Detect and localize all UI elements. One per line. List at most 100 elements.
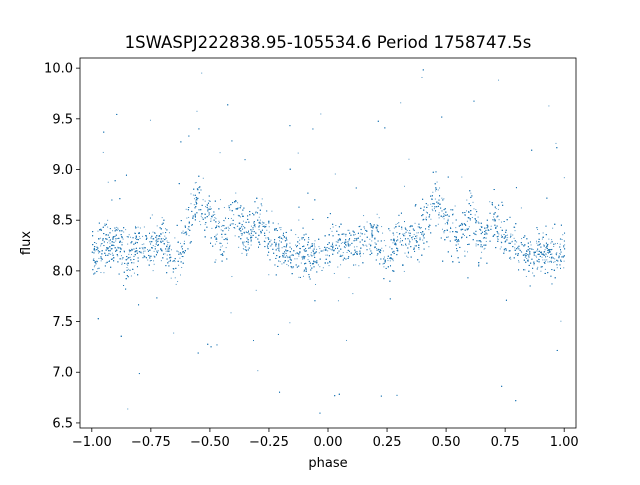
scatter-point	[532, 272, 534, 274]
scatter-point	[210, 218, 212, 220]
scatter-point	[475, 234, 477, 236]
scatter-point	[294, 258, 296, 260]
scatter-point	[513, 237, 515, 239]
scatter-point	[376, 224, 378, 226]
scatter-point	[279, 237, 281, 239]
scatter-point	[156, 225, 158, 227]
scatter-point	[472, 201, 474, 203]
scatter-point	[392, 260, 394, 262]
scatter-point	[268, 242, 270, 244]
scatter-point	[408, 239, 410, 241]
scatter-point	[406, 255, 408, 257]
scatter-point	[170, 277, 172, 279]
scatter-point	[140, 252, 142, 254]
scatter-point	[291, 253, 293, 255]
scatter-point	[444, 223, 446, 225]
scatter-point	[560, 320, 562, 322]
scatter-point	[348, 277, 350, 279]
scatter-point	[180, 242, 182, 244]
scatter-point	[159, 235, 161, 237]
scatter-point	[254, 226, 256, 228]
scatter-point	[161, 217, 163, 219]
scatter-point	[310, 265, 311, 267]
scatter-point	[102, 151, 104, 153]
scatter-point	[337, 266, 339, 268]
scatter-point	[441, 197, 443, 199]
scatter-point	[393, 227, 395, 229]
scatter-point	[335, 224, 337, 226]
scatter-point	[267, 254, 269, 256]
scatter-point	[484, 247, 486, 249]
scatter-point	[114, 235, 116, 237]
scatter-point	[193, 204, 195, 206]
scatter-point	[398, 233, 400, 235]
scatter-point	[395, 225, 397, 227]
scatter-point	[115, 240, 117, 242]
scatter-point	[259, 219, 261, 221]
scatter-point	[126, 266, 128, 268]
scatter-point	[165, 228, 167, 230]
scatter-point	[535, 240, 537, 242]
scatter-point	[261, 223, 263, 225]
scatter-point	[464, 250, 466, 252]
scatter-point	[201, 72, 203, 74]
scatter-point	[194, 182, 196, 184]
scatter-point	[392, 242, 394, 244]
scatter-point	[461, 176, 463, 178]
scatter-point	[121, 263, 123, 265]
scatter-point	[242, 243, 244, 245]
scatter-point	[167, 244, 169, 246]
scatter-point	[246, 253, 248, 255]
scatter-point	[196, 197, 198, 199]
scatter-point	[204, 200, 206, 202]
scatter-point	[563, 177, 565, 179]
scatter-point	[430, 218, 432, 220]
scatter-point	[237, 214, 239, 216]
scatter-point	[564, 244, 566, 246]
scatter-point	[168, 261, 170, 262]
scatter-point	[117, 246, 119, 248]
scatter-point	[425, 211, 427, 213]
scatter-point	[353, 246, 355, 248]
scatter-point	[553, 261, 555, 263]
scatter-point	[286, 263, 288, 265]
scatter-point	[395, 223, 397, 225]
scatter-point	[387, 258, 389, 260]
scatter-point	[188, 216, 190, 218]
scatter-point	[142, 252, 144, 254]
scatter-point	[279, 261, 281, 263]
scatter-point	[259, 225, 261, 227]
scatter-point	[215, 218, 217, 220]
scatter-point	[542, 232, 544, 234]
scatter-point	[94, 250, 96, 252]
scatter-point	[138, 236, 140, 238]
scatter-point	[515, 253, 517, 255]
scatter-point	[413, 233, 415, 235]
scatter-point	[157, 250, 159, 252]
scatter-point	[551, 253, 553, 255]
scatter-point	[477, 221, 479, 223]
scatter-point	[283, 236, 285, 238]
scatter-point	[438, 217, 440, 219]
scatter-point	[121, 262, 123, 264]
scatter-point	[520, 207, 522, 209]
scatter-point	[383, 266, 385, 268]
scatter-point	[242, 228, 244, 230]
scatter-point	[289, 255, 291, 257]
scatter-point	[494, 218, 496, 220]
scatter-point	[483, 248, 485, 250]
scatter-point	[265, 237, 267, 239]
scatter-point	[335, 241, 337, 243]
scatter-point	[219, 221, 221, 223]
scatter-point	[142, 248, 144, 250]
scatter-point	[228, 227, 230, 229]
scatter-point	[153, 260, 155, 262]
scatter-point	[117, 228, 119, 230]
scatter-point	[116, 226, 118, 228]
scatter-point	[541, 256, 543, 258]
scatter-point	[397, 236, 398, 238]
scatter-point	[319, 266, 321, 268]
scatter-point	[169, 248, 171, 250]
scatter-point	[528, 256, 530, 258]
